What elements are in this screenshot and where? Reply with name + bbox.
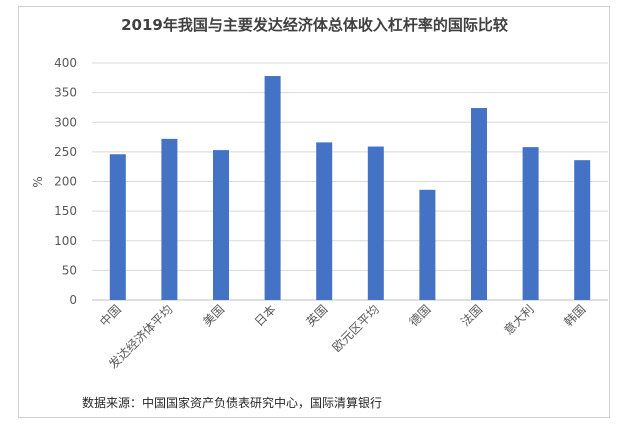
y-tick-label: 300 xyxy=(54,115,77,129)
x-category-label: 欧元区平均 xyxy=(330,302,382,354)
y-tick-label: 150 xyxy=(54,204,77,218)
x-category-label: 法国 xyxy=(458,302,485,329)
bars xyxy=(109,76,591,300)
bar xyxy=(161,138,178,300)
bar xyxy=(574,160,591,300)
y-tick-label: 100 xyxy=(54,234,77,248)
y-tick-label: 0 xyxy=(69,293,77,307)
x-category-label: 德国 xyxy=(406,302,434,330)
y-tick-label: 350 xyxy=(54,86,77,100)
x-category-label: 日本 xyxy=(252,302,279,329)
chart-title: 2019年我国与主要发达经济体总体收入杠杆率的国际比较 xyxy=(121,16,508,34)
bar xyxy=(419,189,436,300)
y-tick-label: 250 xyxy=(54,145,77,159)
bar xyxy=(367,146,384,300)
x-category-label: 英国 xyxy=(303,302,330,329)
bar xyxy=(213,150,229,300)
x-category-label: 中国 xyxy=(96,302,124,330)
x-category-label: 意大利 xyxy=(501,302,537,338)
bar xyxy=(264,76,281,300)
data-source-note: 数据来源：中国国家资产负债表研究中心，国际清算银行 xyxy=(82,396,383,410)
bar xyxy=(109,154,126,300)
bar xyxy=(316,142,333,300)
y-tick-label: 50 xyxy=(62,263,77,277)
x-category-label: 韩国 xyxy=(561,302,589,330)
y-axis-ticks: 0 50 100 150 200 250 300 350 400 xyxy=(54,56,77,307)
y-tick-label: 400 xyxy=(54,56,77,70)
y-tick-label: 200 xyxy=(54,175,77,189)
x-category-label: 美国 xyxy=(200,302,227,329)
bar xyxy=(522,147,539,300)
gridlines xyxy=(92,62,608,301)
y-axis-label: % xyxy=(31,176,45,187)
bar xyxy=(471,108,487,300)
